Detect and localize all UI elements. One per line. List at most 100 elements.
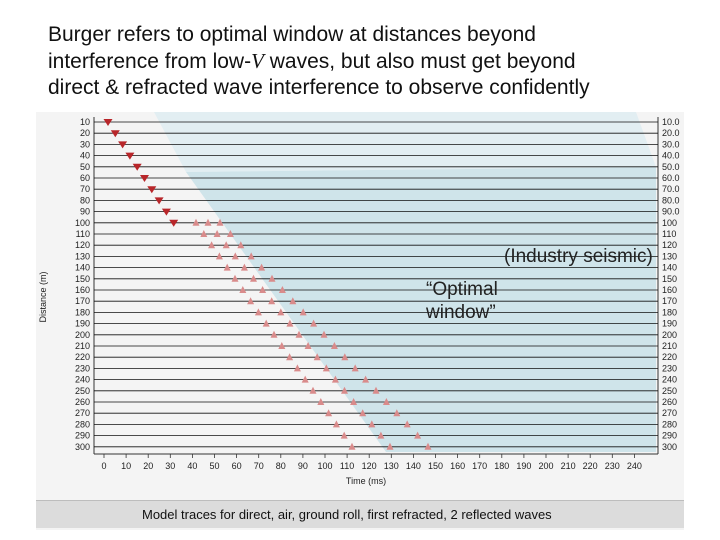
y-tick-label: 210	[75, 341, 90, 351]
refracted-arrival-marker	[213, 230, 221, 237]
direct-arrival-marker	[147, 186, 157, 194]
y-tick-label-right: 120	[662, 240, 677, 250]
direct-arrival-marker	[154, 197, 164, 205]
refracted-arrival-marker	[359, 409, 367, 417]
y-tick-label: 150	[75, 274, 90, 284]
y-ticks-left: 1020304050607080901001101201301401501601…	[75, 117, 90, 452]
x-tick-label: 150	[428, 461, 443, 471]
refracted-arrival-marker	[262, 319, 270, 327]
title-line-3: direct & refracted wave interference to …	[48, 76, 590, 99]
x-tick-label: 70	[254, 461, 264, 471]
x-tick-label: 30	[165, 461, 175, 471]
y-tick-label-right: 50.0	[662, 162, 680, 172]
x-tick-label: 110	[340, 461, 354, 471]
y-tick-label-right: 280	[662, 419, 677, 429]
x-tick-label: 40	[187, 461, 197, 471]
y-tick-label: 110	[76, 229, 90, 239]
refracted-arrival-marker	[350, 398, 358, 405]
direct-arrival-marker	[132, 163, 142, 171]
x-tick-label: 120	[362, 461, 377, 471]
y-tick-label-right: 290	[662, 431, 677, 441]
refracted-arrival-marker	[295, 330, 303, 338]
y-tick-label: 160	[75, 285, 90, 295]
y-tick-label: 240	[75, 375, 90, 385]
refracted-arrival-marker	[250, 274, 257, 282]
y-tick-label-right: 140	[662, 263, 677, 273]
y-tick-label: 130	[75, 251, 90, 261]
optimal-label-line-2: window”	[426, 302, 496, 323]
title-line-2: interference from low-V waves, but also …	[48, 48, 708, 75]
y-tick-label-right: 130	[662, 251, 677, 261]
y-tick-label-right: 40.0	[662, 151, 680, 161]
refracted-arrival-marker	[414, 431, 422, 439]
industry-label: (Industry seismic)	[504, 246, 653, 267]
refracted-arrival-marker	[310, 319, 318, 327]
refracted-arrival-marker	[237, 241, 245, 249]
slide-title: Burger refers to optimal window at dista…	[48, 22, 708, 101]
direct-arrival-marker	[110, 130, 120, 138]
refracted-arrival-marker	[301, 375, 309, 383]
y-tick-label-right: 200	[662, 330, 677, 340]
y-tick-label: 190	[75, 319, 90, 329]
refracted-arrival-marker	[277, 308, 285, 316]
refracted-arrival-marker	[268, 297, 276, 305]
refracted-arrival-marker	[258, 263, 266, 271]
refracted-arrival-marker	[320, 330, 328, 338]
refracted-arrival-marker	[372, 386, 380, 394]
refracted-arrival-marker	[304, 342, 312, 349]
refracted-arrival-marker	[286, 319, 294, 327]
y-tick-label-right: 20.0	[662, 128, 680, 138]
y-tick-label: 180	[75, 307, 90, 317]
trace-lines	[94, 121, 658, 448]
y-tick-label-right: 180	[662, 307, 677, 317]
title-line-1: Burger refers to optimal window at dista…	[48, 23, 536, 46]
y-tick-label: 140	[75, 263, 90, 273]
refracted-arrival-marker	[341, 353, 349, 361]
refracted-arrival-marker	[330, 342, 338, 349]
refracted-arrival-marker	[239, 286, 247, 293]
optimal-window-region	[186, 167, 656, 452]
y-tick-label-right: 210	[662, 341, 677, 351]
title-line-2-post: waves, but also must get beyond	[263, 50, 576, 73]
refracted-arrival-marker	[278, 342, 286, 349]
y-tick-label: 100	[75, 218, 90, 228]
refracted-arrival-marker	[424, 442, 432, 450]
refracted-arrival-marker	[247, 297, 255, 305]
y-tick-label: 120	[75, 240, 90, 250]
refracted-arrival-marker	[289, 297, 297, 305]
y-tick-label: 30	[80, 139, 90, 149]
x-tick-label: 0	[101, 461, 106, 471]
y-tick-label-right: 90.0	[662, 207, 680, 217]
y-tick-label: 50	[80, 162, 90, 172]
refracted-arrival-marker	[299, 308, 307, 316]
refracted-arrival-marker	[223, 263, 231, 271]
y-tick-label-right: 190	[662, 319, 677, 329]
y-tick-label: 270	[75, 408, 90, 418]
refracted-arrival-marker	[222, 241, 230, 249]
y-tick-label-right: 60.0	[662, 173, 680, 183]
x-tick-label: 220	[583, 461, 598, 471]
refracted-arrival-marker	[348, 442, 356, 450]
direct-arrival-marker	[125, 152, 135, 160]
refracted-arrival-marker	[293, 364, 301, 372]
y-tick-label: 200	[75, 330, 90, 340]
x-ticks: 0 10 20 30 40 50 60 70 80 90 100 110 120 130 140 150 160…	[101, 454, 642, 471]
industry-region	[154, 112, 656, 172]
refracted-arrival-marker	[377, 431, 385, 439]
x-tick-label: 50	[209, 461, 219, 471]
y-tick-label-right: 250	[662, 386, 677, 396]
direct-arrival-marker	[118, 141, 128, 149]
x-tick-label: 180	[494, 461, 509, 471]
refracted-arrival-marker	[268, 274, 276, 282]
y-tick-label-right: 70.0	[662, 184, 680, 194]
y-tick-label-right: 270	[662, 408, 677, 418]
refracted-arrival-marker	[270, 330, 278, 338]
y-tick-label-right: 80.0	[662, 195, 680, 205]
x-tick-label: 100	[317, 461, 332, 471]
x-tick-label: 90	[298, 461, 308, 471]
y-tick-label: 40	[80, 151, 90, 161]
refracted-arrival-marker	[240, 263, 248, 271]
optimal-window-label: “Optimal window”	[426, 278, 498, 324]
refracted-arrival-marker	[322, 364, 330, 372]
refracted-arrival-marker	[331, 375, 339, 383]
